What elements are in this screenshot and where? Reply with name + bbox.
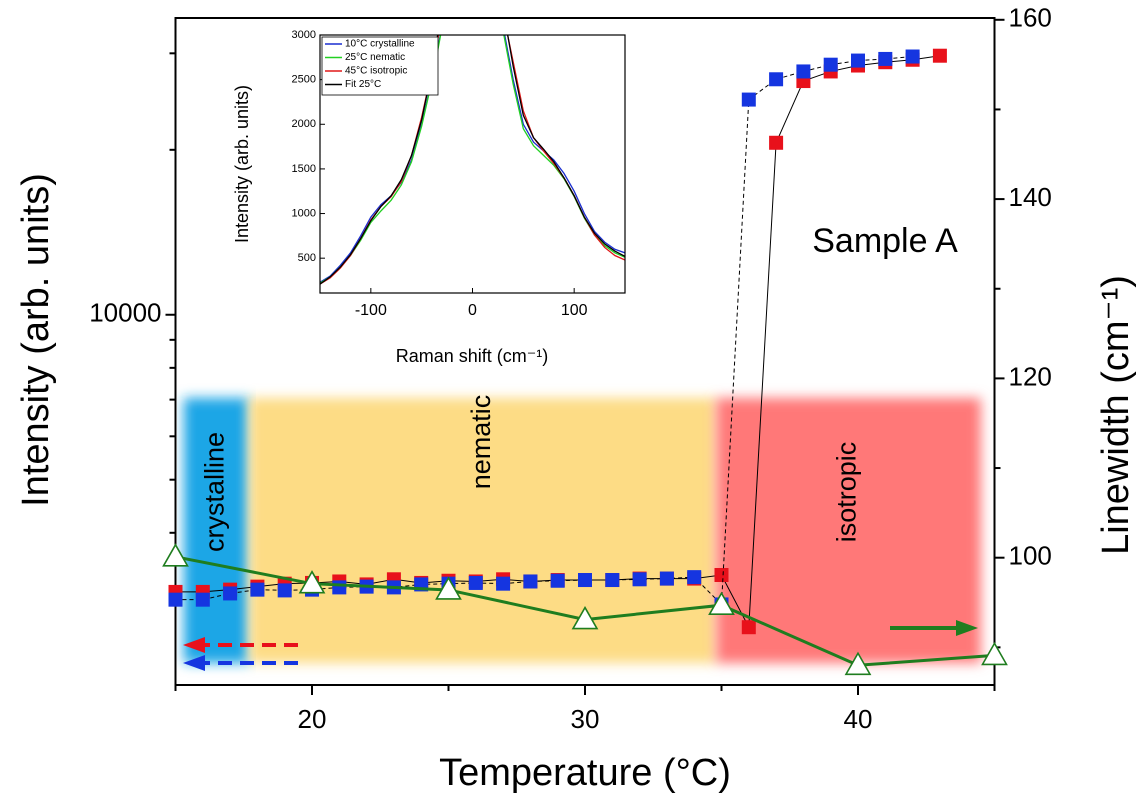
inset-x-tick-label: 100 — [561, 302, 588, 319]
square-marker — [468, 575, 483, 590]
inset-y-tick-label: 1500 — [292, 163, 316, 175]
square-marker — [932, 48, 947, 63]
inset-legend-label: 10°C crystalline — [345, 39, 415, 50]
inset-legend-label: 25°C nematic — [345, 52, 405, 63]
square-marker — [605, 573, 620, 588]
inset-legend-label: 45°C isotropic — [345, 66, 407, 77]
inset-y-tick-label: 2500 — [292, 74, 316, 86]
square-marker — [496, 576, 511, 591]
x-tick-label: 30 — [571, 704, 600, 734]
inset-y-tick-label: 3000 — [292, 29, 316, 41]
square-marker — [168, 592, 183, 607]
triangle-marker — [571, 605, 599, 630]
square-marker — [796, 64, 811, 79]
y2-tick-label: 160 — [1009, 3, 1052, 33]
square-marker — [905, 49, 920, 64]
y2-tick-label: 140 — [1009, 182, 1052, 212]
inset-y-tick-label: 1000 — [292, 207, 316, 219]
x-tick-label: 40 — [844, 704, 873, 734]
square-marker — [332, 580, 347, 595]
triangle-marker — [844, 651, 872, 676]
square-marker — [714, 567, 729, 582]
inset-y-tick-label: 500 — [298, 252, 316, 264]
inset-y-tick-label: 2000 — [292, 118, 316, 130]
region-label: isotropic — [832, 442, 862, 543]
regions: crystalline nematic isotropic — [183, 395, 981, 663]
square-marker — [823, 57, 838, 72]
square-marker — [632, 572, 647, 587]
square-marker — [878, 51, 893, 66]
axis-arrowhead — [183, 637, 205, 653]
phase-region — [716, 398, 981, 663]
square-marker — [223, 586, 238, 601]
triangle-marker — [708, 591, 735, 616]
y2-axis-title: Linewidth (cm⁻¹) — [1095, 275, 1137, 555]
triangle-marker — [298, 570, 326, 594]
square-marker — [250, 582, 265, 597]
y2-tick-label: 120 — [1009, 361, 1052, 391]
phase-region — [249, 398, 717, 663]
region-label: nematic — [466, 395, 496, 490]
inset-plot: -100 0 100 500 1000 1500 2000 2500 3000 10°C crys… — [292, 29, 626, 319]
series-line — [320, 35, 625, 283]
square-marker — [550, 573, 565, 588]
inset-legend-label: Fit 25°C — [345, 79, 381, 90]
square-marker — [741, 92, 756, 107]
square-marker — [277, 583, 292, 598]
square-marker — [687, 570, 702, 585]
annotation: Sample A — [812, 222, 958, 260]
square-marker — [659, 571, 674, 586]
square-marker — [523, 574, 538, 589]
triangle-marker — [162, 543, 189, 567]
square-marker — [195, 592, 210, 607]
triangle-marker — [435, 576, 462, 600]
triangle-marker — [981, 641, 1008, 666]
y2-tick-label: 100 — [1009, 541, 1052, 571]
y-axis-title: Intensity (arb. units) — [15, 173, 57, 507]
square-marker — [769, 72, 784, 87]
square-marker — [741, 620, 756, 635]
inset-frame — [319, 34, 626, 294]
inset-x-tick-label: -100 — [355, 302, 387, 319]
region-label: crystalline — [200, 432, 230, 552]
square-marker — [769, 135, 784, 150]
phase-region — [183, 398, 250, 663]
inset-x-title: Raman shift (cm⁻¹) — [396, 346, 549, 366]
inset-x-tick-label: 0 — [468, 302, 477, 319]
x-axis-title: Temperature (°C) — [439, 752, 731, 794]
x-tick-label: 20 — [298, 704, 327, 734]
inset-legend-box — [321, 36, 439, 96]
inset-y-title: Intensity (arb. units) — [232, 85, 252, 243]
square-marker — [578, 573, 592, 588]
axis-arrowhead — [183, 655, 205, 671]
axis-arrowhead — [956, 620, 978, 636]
y-tick-label: 10000 — [89, 298, 161, 328]
series-line — [320, 35, 625, 285]
square-marker — [851, 53, 865, 68]
